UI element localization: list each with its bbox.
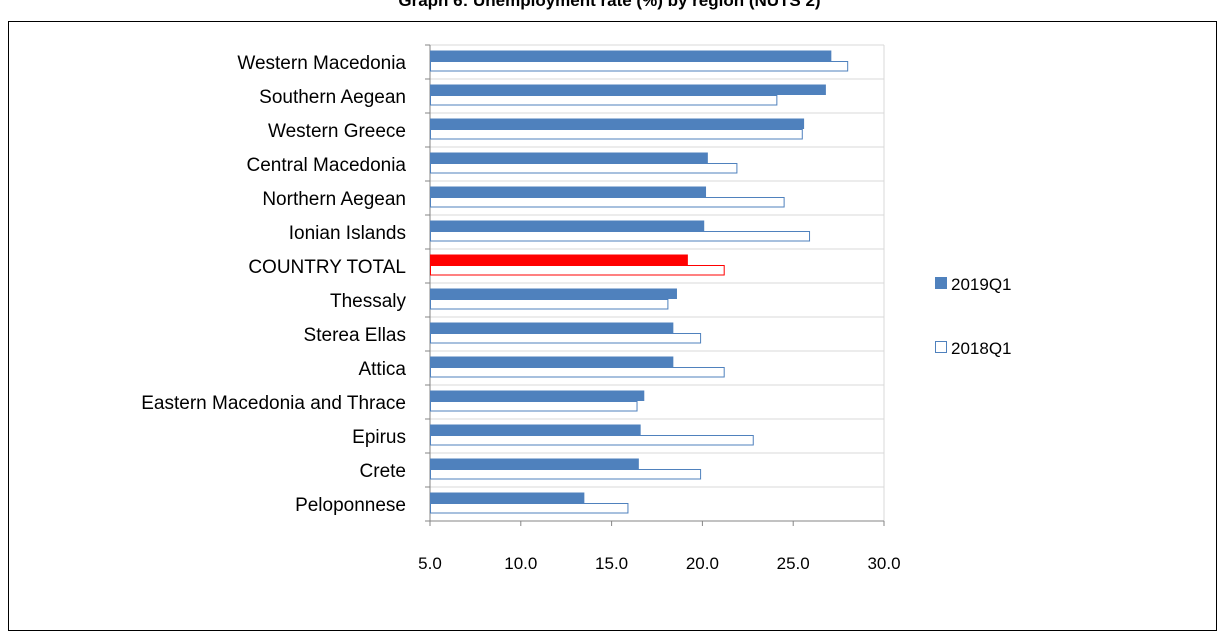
category-label: Peloponnese	[295, 495, 406, 516]
bar-2018q1	[430, 197, 785, 208]
x-tick-label: 5.0	[418, 554, 442, 573]
bar-2019q1	[430, 492, 585, 503]
category-label: Attica	[358, 359, 406, 380]
x-tick-label: 30.0	[867, 554, 900, 573]
bar-2018q1	[430, 61, 849, 72]
bar-2019q1	[430, 220, 705, 231]
category-label: Western Greece	[268, 121, 406, 142]
x-tick-label: 15.0	[595, 554, 628, 573]
bar-2018q1	[430, 265, 725, 276]
bar-2019q1	[430, 424, 641, 435]
category-label: Western Macedonia	[237, 53, 406, 74]
bar-2018q1	[430, 333, 702, 344]
bar-2019q1	[430, 84, 826, 95]
bar-2019q1	[430, 186, 707, 197]
bar-2018q1	[430, 129, 803, 140]
bar-2018q1	[430, 503, 629, 514]
category-label: Southern Aegean	[259, 87, 406, 108]
bar-2019q1	[430, 458, 639, 469]
bar-2018q1	[430, 435, 754, 446]
bar-2018q1	[430, 367, 725, 378]
x-tick-label: 10.0	[504, 554, 537, 573]
bar-2018q1	[430, 163, 738, 174]
bar-2018q1	[430, 469, 702, 480]
category-label: Ionian Islands	[289, 223, 406, 244]
bar-2019q1	[430, 254, 688, 265]
legend-swatch-2019q1	[935, 277, 947, 289]
legend-label-2018q1: 2018Q1	[951, 339, 1012, 358]
bar-2019q1	[430, 322, 674, 333]
bar-2019q1	[430, 50, 832, 61]
category-label: Sterea Ellas	[304, 325, 406, 346]
x-tick-label: 25.0	[777, 554, 810, 573]
category-label: Central Macedonia	[247, 155, 407, 176]
bar-2019q1	[430, 356, 674, 367]
category-label: Eastern Macedonia and Thrace	[141, 393, 406, 414]
category-label: Crete	[360, 461, 406, 482]
bar-2018q1	[430, 95, 778, 106]
chart-title: Graph 6: Unemployment rate (%) by region…	[398, 0, 821, 10]
x-tick-label: 20.0	[686, 554, 719, 573]
category-label: Northern Aegean	[262, 189, 406, 210]
category-label: Thessaly	[330, 291, 407, 312]
bar-2019q1	[430, 152, 708, 163]
bar-2018q1	[430, 299, 669, 310]
category-label: Epirus	[352, 427, 406, 448]
bar-2019q1	[430, 288, 677, 299]
legend-swatch-2018q1	[935, 341, 947, 353]
bar-2018q1	[430, 401, 638, 412]
bar-2019q1	[430, 390, 645, 401]
category-label: COUNTRY TOTAL	[248, 257, 406, 278]
legend-label-2019q1: 2019Q1	[951, 275, 1012, 294]
bar-2018q1	[430, 231, 811, 242]
bar-2019q1	[430, 118, 805, 129]
